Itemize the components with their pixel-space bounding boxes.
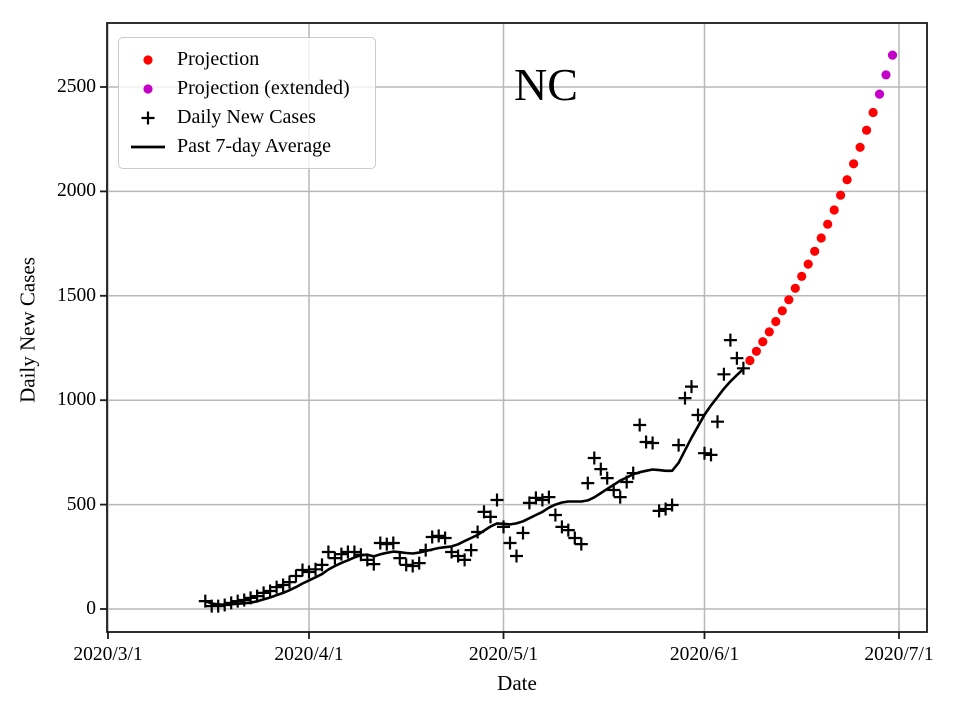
legend-dot-icon [119,80,177,98]
x-tick-label: 2020/6/1 [669,644,740,665]
y-tick-label: 1500 [57,284,96,306]
series-projection-extended- [874,50,898,99]
legend-item-daily-new-cases: Daily New Cases [119,103,375,132]
y-tick-label: 1000 [57,389,96,411]
legend-item-past-7-day-average: Past 7-day Average [119,132,375,161]
y-tick-label: 0 [86,598,96,619]
axis-ticks [100,86,900,639]
x-axis-label: Date [497,671,537,695]
legend-line-icon [119,138,177,156]
legend-item-projection: Projection [119,45,375,74]
y-tick-label: 500 [66,493,96,515]
x-tick-label: 2020/7/1 [864,644,934,665]
y-axis-label: Daily New Cases [15,257,40,403]
x-tick-label: 2020/4/1 [274,644,344,665]
legend-plus-icon [119,109,177,127]
legend-label: Past 7-day Average [177,135,332,157]
legend-item-projection-extended-: Projection (extended) [119,74,375,103]
series-past-7-day-average [204,367,745,606]
legend-label: Projection [177,48,260,70]
legend: Projection Projection (extended) Daily New… [118,37,376,169]
chart-title: NC [514,59,578,110]
y-tick-label: 2500 [57,76,96,97]
y-tick-label: 2000 [57,180,96,202]
legend-label: Daily New Cases [177,106,316,128]
legend-label: Projection (extended) [177,77,350,99]
axes-spines [106,22,928,633]
x-tick-label: 2020/5/1 [468,644,539,665]
legend-dot-icon [119,51,177,69]
series-daily-new-cases [198,333,750,613]
series-projection [745,107,878,366]
x-tick-label: 2020/3/1 [73,644,143,665]
